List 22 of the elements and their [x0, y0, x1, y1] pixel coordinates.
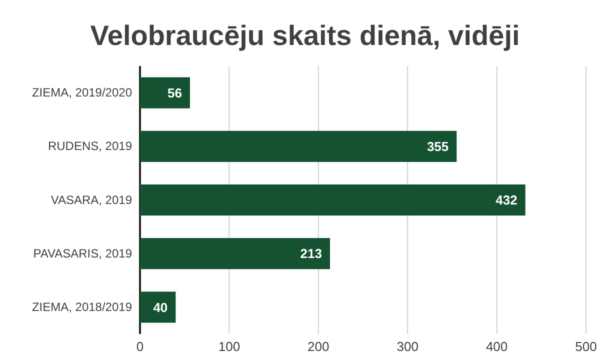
y-tick-label: ZIEMA, 2019/2020: [32, 86, 132, 100]
data-label: 56: [167, 85, 182, 100]
data-label: 40: [153, 300, 168, 315]
y-tick-label: VASARA, 2019: [50, 192, 132, 207]
x-tick-label: 0: [136, 339, 144, 354]
data-label: 432: [496, 192, 518, 208]
x-tick-label: 500: [575, 339, 597, 354]
bar: [140, 184, 526, 216]
y-tick-label: RUDENS, 2019: [48, 139, 132, 154]
y-tick-label: PAVASARIS, 2019: [33, 246, 132, 260]
data-label: 355: [426, 138, 449, 154]
bar: [140, 292, 176, 323]
x-tick-label: 300: [396, 339, 418, 354]
bar: [140, 238, 330, 270]
x-tick-label: 200: [308, 339, 330, 354]
bar: [140, 130, 457, 162]
x-tick-label: 100: [218, 339, 240, 354]
x-tick-label: 400: [486, 339, 508, 354]
y-tick-label: ZIEMA, 2018/2019: [32, 300, 132, 314]
bar: [140, 77, 190, 108]
chart-title: Velobraucēju skaits dienā, vidēji: [90, 20, 520, 51]
data-label: 213: [300, 246, 322, 262]
